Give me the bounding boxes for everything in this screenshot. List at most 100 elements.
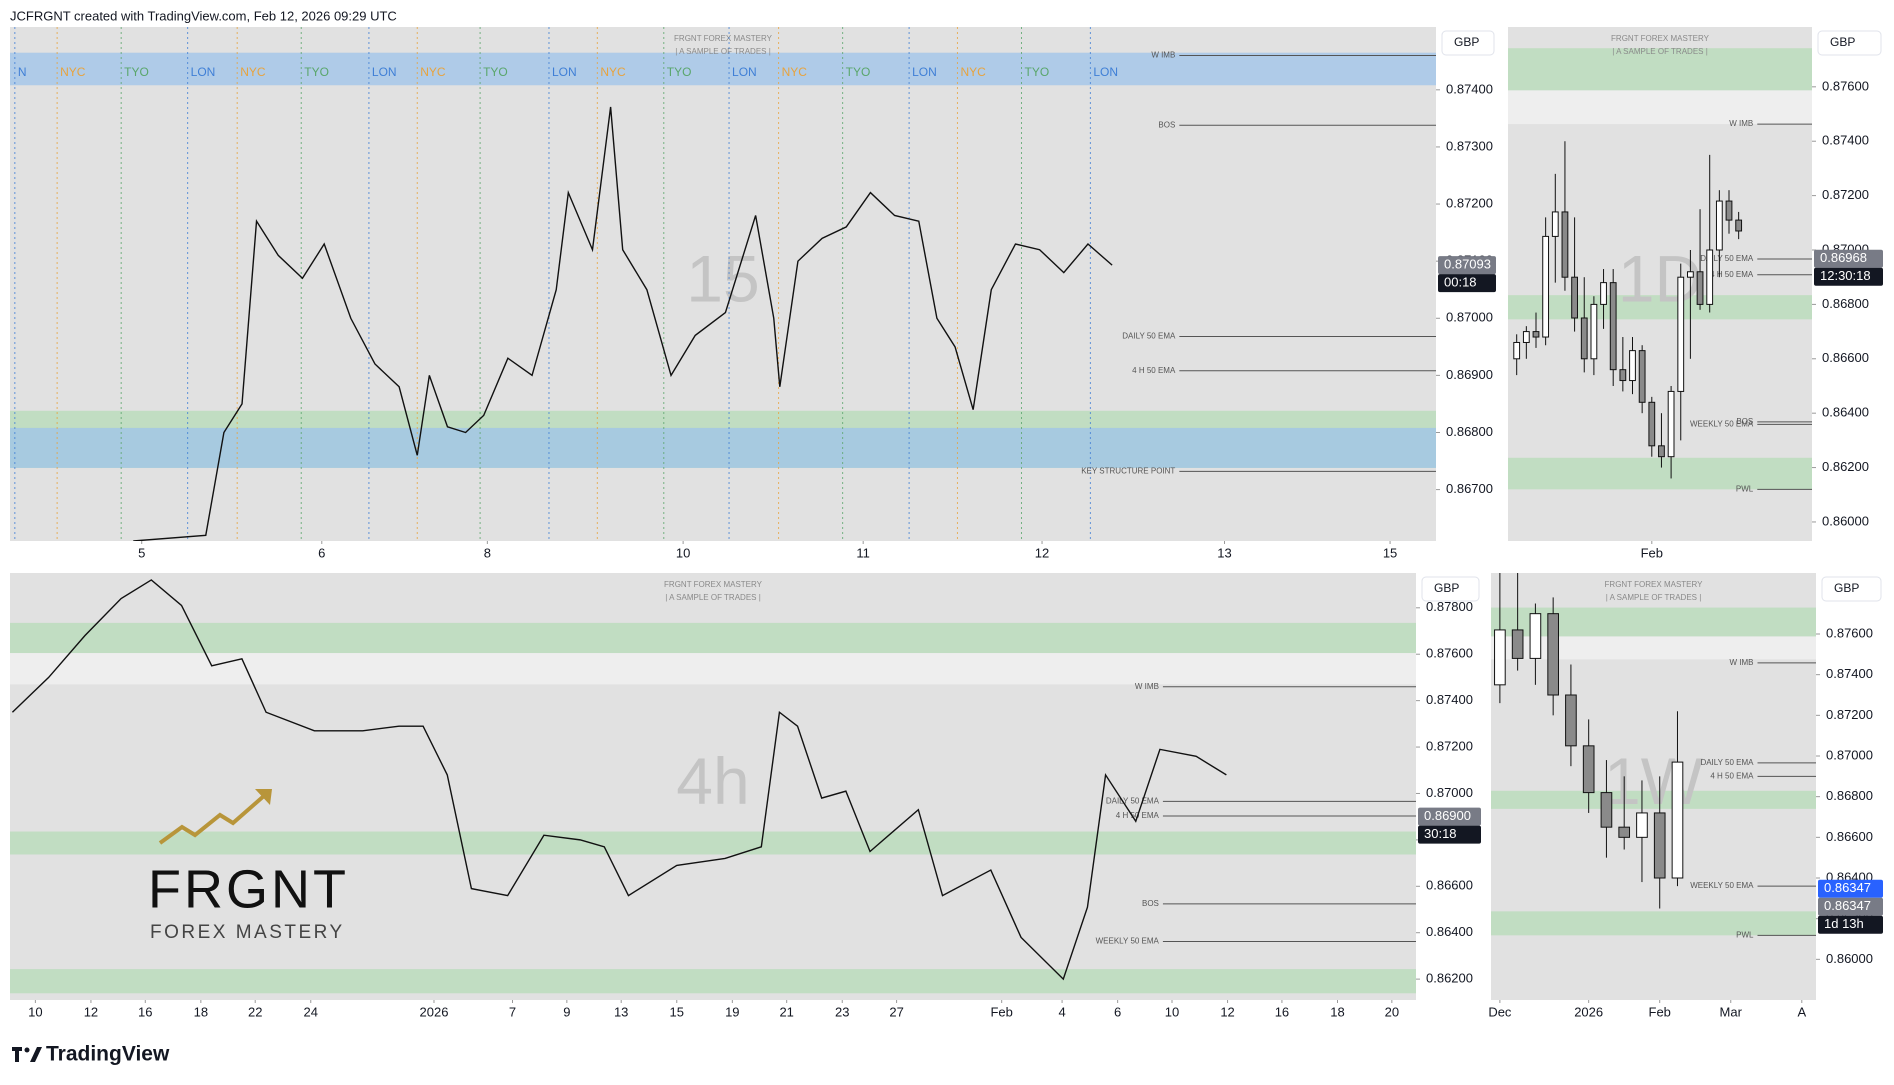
y-tick-label: 0.86900 bbox=[1446, 367, 1493, 382]
session-label: NYC bbox=[60, 65, 86, 79]
currency-label: GBP bbox=[1830, 35, 1855, 49]
watermark: 15 bbox=[686, 241, 759, 315]
x-tick-label: 20 bbox=[1385, 1004, 1399, 1019]
countdown-label: 1d 13h bbox=[1824, 916, 1864, 931]
price-label: 0.86347 bbox=[1824, 880, 1871, 895]
x-tick-label: 11 bbox=[856, 545, 870, 560]
chart-panel: 1D FRGNT FOREX MASTERY | A SAMPLE OF TRADE… bbox=[1508, 27, 1885, 565]
currency-label: GBP bbox=[1454, 35, 1479, 49]
annotation-label: DAILY 50 EMA bbox=[1106, 796, 1160, 805]
panel-subtitle: | A SAMPLE OF TRADES | bbox=[1606, 593, 1702, 602]
y-tick-label: 0.86600 bbox=[1426, 878, 1473, 893]
y-tick-label: 0.87200 bbox=[1446, 195, 1493, 210]
x-tick-label: 12 bbox=[1220, 1004, 1234, 1019]
x-tick-label: 13 bbox=[1217, 545, 1231, 560]
annotation-label: KEY STRUCTURE POINT bbox=[1081, 466, 1175, 475]
zone bbox=[1491, 911, 1816, 936]
x-tick-label: Dec bbox=[1488, 1004, 1512, 1019]
zone bbox=[1491, 636, 1816, 660]
y-tick-label: 0.86000 bbox=[1826, 951, 1873, 966]
candle-body bbox=[1658, 445, 1665, 458]
x-tick-label: Feb bbox=[1641, 545, 1663, 560]
candle-body bbox=[1547, 613, 1559, 696]
x-tick-label: 21 bbox=[779, 1004, 793, 1019]
annotation-label: DAILY 50 EMA bbox=[1700, 758, 1754, 767]
zone bbox=[1491, 790, 1816, 809]
x-tick-label: Feb bbox=[1649, 1004, 1671, 1019]
x-tick-label: 18 bbox=[1330, 1004, 1344, 1019]
zone bbox=[10, 622, 1416, 654]
session-label: TYO bbox=[124, 65, 149, 79]
session-label: NYC bbox=[600, 65, 626, 79]
x-tick-label: 19 bbox=[725, 1004, 739, 1019]
plot: 4h FRGNT FOREX MASTERY | A SAMPLE OF TRADE… bbox=[10, 579, 1416, 994]
y-tick-label: 0.87600 bbox=[1826, 625, 1873, 640]
x-tick-label: 12 bbox=[1035, 545, 1049, 560]
candle-body bbox=[1600, 282, 1607, 305]
session-label: NYC bbox=[960, 65, 986, 79]
candle-body bbox=[1590, 303, 1598, 360]
y-tick-label: 0.87200 bbox=[1826, 707, 1873, 722]
currency-box bbox=[1817, 30, 1882, 56]
y-tick-label: 0.86200 bbox=[1426, 971, 1473, 986]
candle-body bbox=[1565, 694, 1577, 747]
annotation-label: BOS bbox=[1142, 899, 1159, 908]
brand-mark bbox=[24, 1047, 30, 1053]
candle-body bbox=[1636, 812, 1648, 838]
candle-body bbox=[1511, 629, 1524, 659]
currency-box bbox=[1441, 30, 1495, 56]
candle-body bbox=[1671, 761, 1684, 879]
header: JCFRGNT created with TradingView.com, Fe… bbox=[10, 8, 397, 23]
x-tick-label: 12 bbox=[84, 1004, 98, 1019]
annotation-label: W IMB bbox=[1135, 682, 1159, 691]
logo-arrow-head bbox=[255, 789, 272, 805]
annotation-label: DAILY 50 EMA bbox=[1700, 254, 1754, 263]
session-label: NYC bbox=[240, 65, 266, 79]
candle-body bbox=[1532, 331, 1540, 338]
time-axis bbox=[1508, 541, 1812, 565]
currency-box bbox=[1421, 576, 1480, 602]
x-tick-label: Mar bbox=[1720, 1004, 1743, 1019]
plot: 1D FRGNT FOREX MASTERY | A SAMPLE OF TRADE… bbox=[1508, 34, 1812, 493]
price-label: 0.87093 bbox=[1444, 257, 1491, 272]
session-label: LON bbox=[191, 65, 216, 79]
session-label: TYO bbox=[304, 65, 329, 79]
y-tick-label: 0.87400 bbox=[1446, 81, 1493, 96]
candle-body bbox=[1725, 200, 1733, 221]
y-tick-label: 0.86400 bbox=[1822, 405, 1869, 420]
candle-body bbox=[1571, 276, 1578, 319]
y-tick-label: 0.86400 bbox=[1426, 924, 1473, 939]
currency-box bbox=[1821, 576, 1882, 602]
price-label-box bbox=[1438, 256, 1496, 275]
candle-body bbox=[1609, 282, 1617, 371]
panel-title: FRGNT FOREX MASTERY bbox=[1605, 580, 1704, 589]
session-label: LON bbox=[552, 65, 577, 79]
y-tick-label: 0.87400 bbox=[1426, 692, 1473, 707]
annotation-label: 4 H 50 EMA bbox=[1132, 366, 1176, 375]
annotation-label: BOS bbox=[1158, 120, 1175, 129]
zone bbox=[1508, 457, 1812, 490]
candle-body bbox=[1653, 812, 1666, 879]
brand-name: TradingView bbox=[46, 1043, 170, 1066]
panel-subtitle: | A SAMPLE OF TRADES | bbox=[1612, 47, 1708, 56]
session-label: NYC bbox=[420, 65, 446, 79]
session-label: LON bbox=[732, 65, 757, 79]
logo-tagline: FOREX MASTERY bbox=[150, 922, 345, 943]
x-tick-label: 4 bbox=[1058, 1004, 1065, 1019]
x-tick-label: 15 bbox=[670, 1004, 684, 1019]
price-label-box bbox=[1818, 897, 1883, 916]
price-line bbox=[133, 106, 1113, 541]
annotation-label: W IMB bbox=[1730, 658, 1754, 667]
y-tick-label: 0.86800 bbox=[1446, 424, 1493, 439]
currency-label: GBP bbox=[1834, 581, 1859, 595]
candle-body bbox=[1715, 200, 1723, 251]
chart-panel: 4h FRGNT FOREX MASTERY | A SAMPLE OF TRADE… bbox=[10, 573, 1483, 1024]
x-tick-label: Feb bbox=[990, 1004, 1012, 1019]
zone bbox=[1508, 295, 1812, 320]
x-tick-label: 16 bbox=[138, 1004, 152, 1019]
x-tick-label: 24 bbox=[304, 1004, 318, 1019]
x-tick-label: 15 bbox=[1383, 545, 1397, 560]
y-tick-label: 0.87000 bbox=[1826, 747, 1873, 762]
session-label: N bbox=[18, 65, 27, 79]
